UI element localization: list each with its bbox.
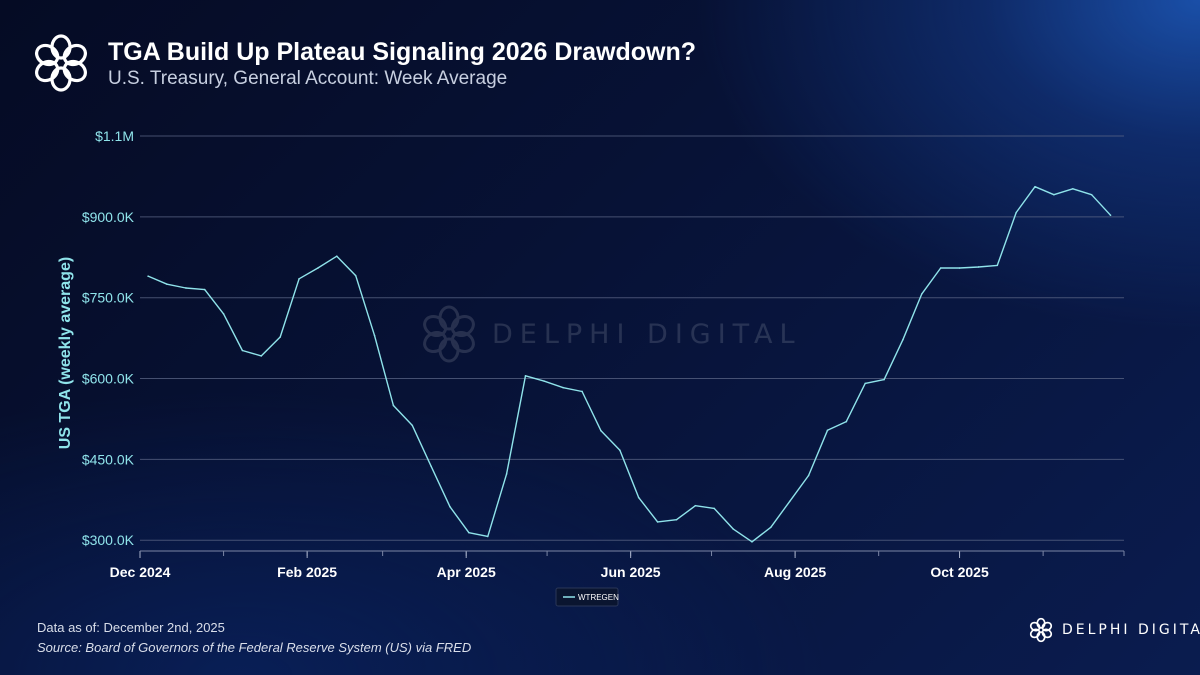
data-point [751, 541, 753, 543]
data-point [336, 255, 338, 257]
watermark: DELPHI DIGITAL [418, 303, 802, 365]
data-point [656, 521, 659, 523]
data-point [958, 267, 961, 269]
delphi-logo-icon [30, 32, 92, 94]
data-point [619, 449, 621, 452]
data-point [1109, 214, 1112, 217]
x-tick-label: Dec 2024 [110, 564, 171, 580]
legend[interactable]: WTREGEN [555, 587, 619, 607]
y-tick-label: $900.0K [82, 209, 135, 225]
data-point [921, 293, 923, 295]
source-note: Source: Board of Governors of the Federa… [37, 640, 472, 655]
series-group [147, 185, 1112, 543]
data-point [468, 531, 470, 534]
x-axis-ticks: Dec 2024 Feb 2025 Apr 2025 Jun 2025 Aug 2025… [110, 551, 1125, 580]
data-point [694, 504, 697, 507]
data-point [543, 380, 546, 383]
data-point [902, 338, 904, 341]
data-point [260, 355, 263, 357]
data-point [713, 507, 716, 510]
data-point [241, 349, 244, 352]
y-tick-label: $300.0K [82, 532, 135, 548]
data-point [411, 424, 414, 427]
x-tick-label: Feb 2025 [277, 564, 337, 580]
data-point [637, 496, 640, 499]
data-point [826, 429, 829, 432]
y-tick-label: $450.0K [82, 451, 135, 467]
data-as-of-note: Data as of: December 2nd, 2025 [37, 620, 225, 635]
data-point [486, 535, 489, 538]
data-point [279, 336, 281, 338]
data-point [392, 404, 395, 407]
x-tick-label: Apr 2025 [437, 564, 496, 580]
data-point [845, 420, 848, 423]
data-point [1015, 211, 1017, 214]
x-tick-label: Jun 2025 [601, 564, 661, 580]
data-point [1090, 193, 1093, 196]
data-point [977, 266, 980, 268]
x-tick-label: Aug 2025 [764, 564, 826, 580]
data-point [185, 287, 187, 289]
data-point [562, 386, 565, 389]
series-line-wtregen [147, 185, 1112, 543]
brand-text: DELPHI DIGITAL [1062, 622, 1200, 638]
data-point [770, 526, 772, 529]
data-point [317, 267, 319, 269]
data-point [996, 264, 999, 267]
data-point [1053, 193, 1055, 196]
data-point [732, 528, 734, 530]
data-point [788, 500, 791, 503]
data-point [883, 378, 885, 381]
chart-title: TGA Build Up Plateau Signaling 2026 Draw… [108, 38, 697, 66]
y-axis-label: US TGA (weekly average) [57, 257, 74, 449]
y-axis-ticks: $300.0K $450.0K $600.0K $750.0K $900.0K $1.1M [82, 128, 135, 548]
data-point [298, 278, 300, 280]
data-point [939, 267, 942, 269]
y-tick-label: $750.0K [82, 290, 135, 306]
data-point [147, 275, 149, 277]
legend-label: WTREGEN [578, 593, 619, 602]
brand-mark: DELPHI DIGITAL [1028, 617, 1200, 643]
data-point [430, 465, 432, 468]
data-point [600, 430, 602, 432]
data-point [1034, 185, 1036, 188]
data-point [505, 473, 508, 475]
x-tick-label: Oct 2025 [930, 564, 989, 580]
data-point [373, 334, 376, 337]
data-point [1071, 188, 1074, 190]
data-point [675, 518, 678, 521]
data-point [581, 390, 583, 393]
chart-subtitle: U.S. Treasury, General Account: Week Ave… [108, 68, 508, 89]
gridlines [140, 135, 1124, 541]
legend-box [555, 587, 619, 607]
watermark-logo-icon [423, 305, 475, 363]
data-point [166, 283, 168, 286]
y-tick-label: $1.1M [95, 128, 134, 144]
data-point [449, 506, 451, 508]
y-tick-label: $600.0K [82, 371, 135, 387]
watermark-text: DELPHI DIGITAL [492, 318, 802, 350]
data-point [354, 274, 357, 277]
data-point [222, 313, 225, 315]
data-point [864, 382, 866, 385]
data-point [807, 474, 810, 477]
brand-logo-icon [1029, 617, 1053, 643]
data-point [203, 288, 206, 291]
data-point [524, 375, 527, 377]
